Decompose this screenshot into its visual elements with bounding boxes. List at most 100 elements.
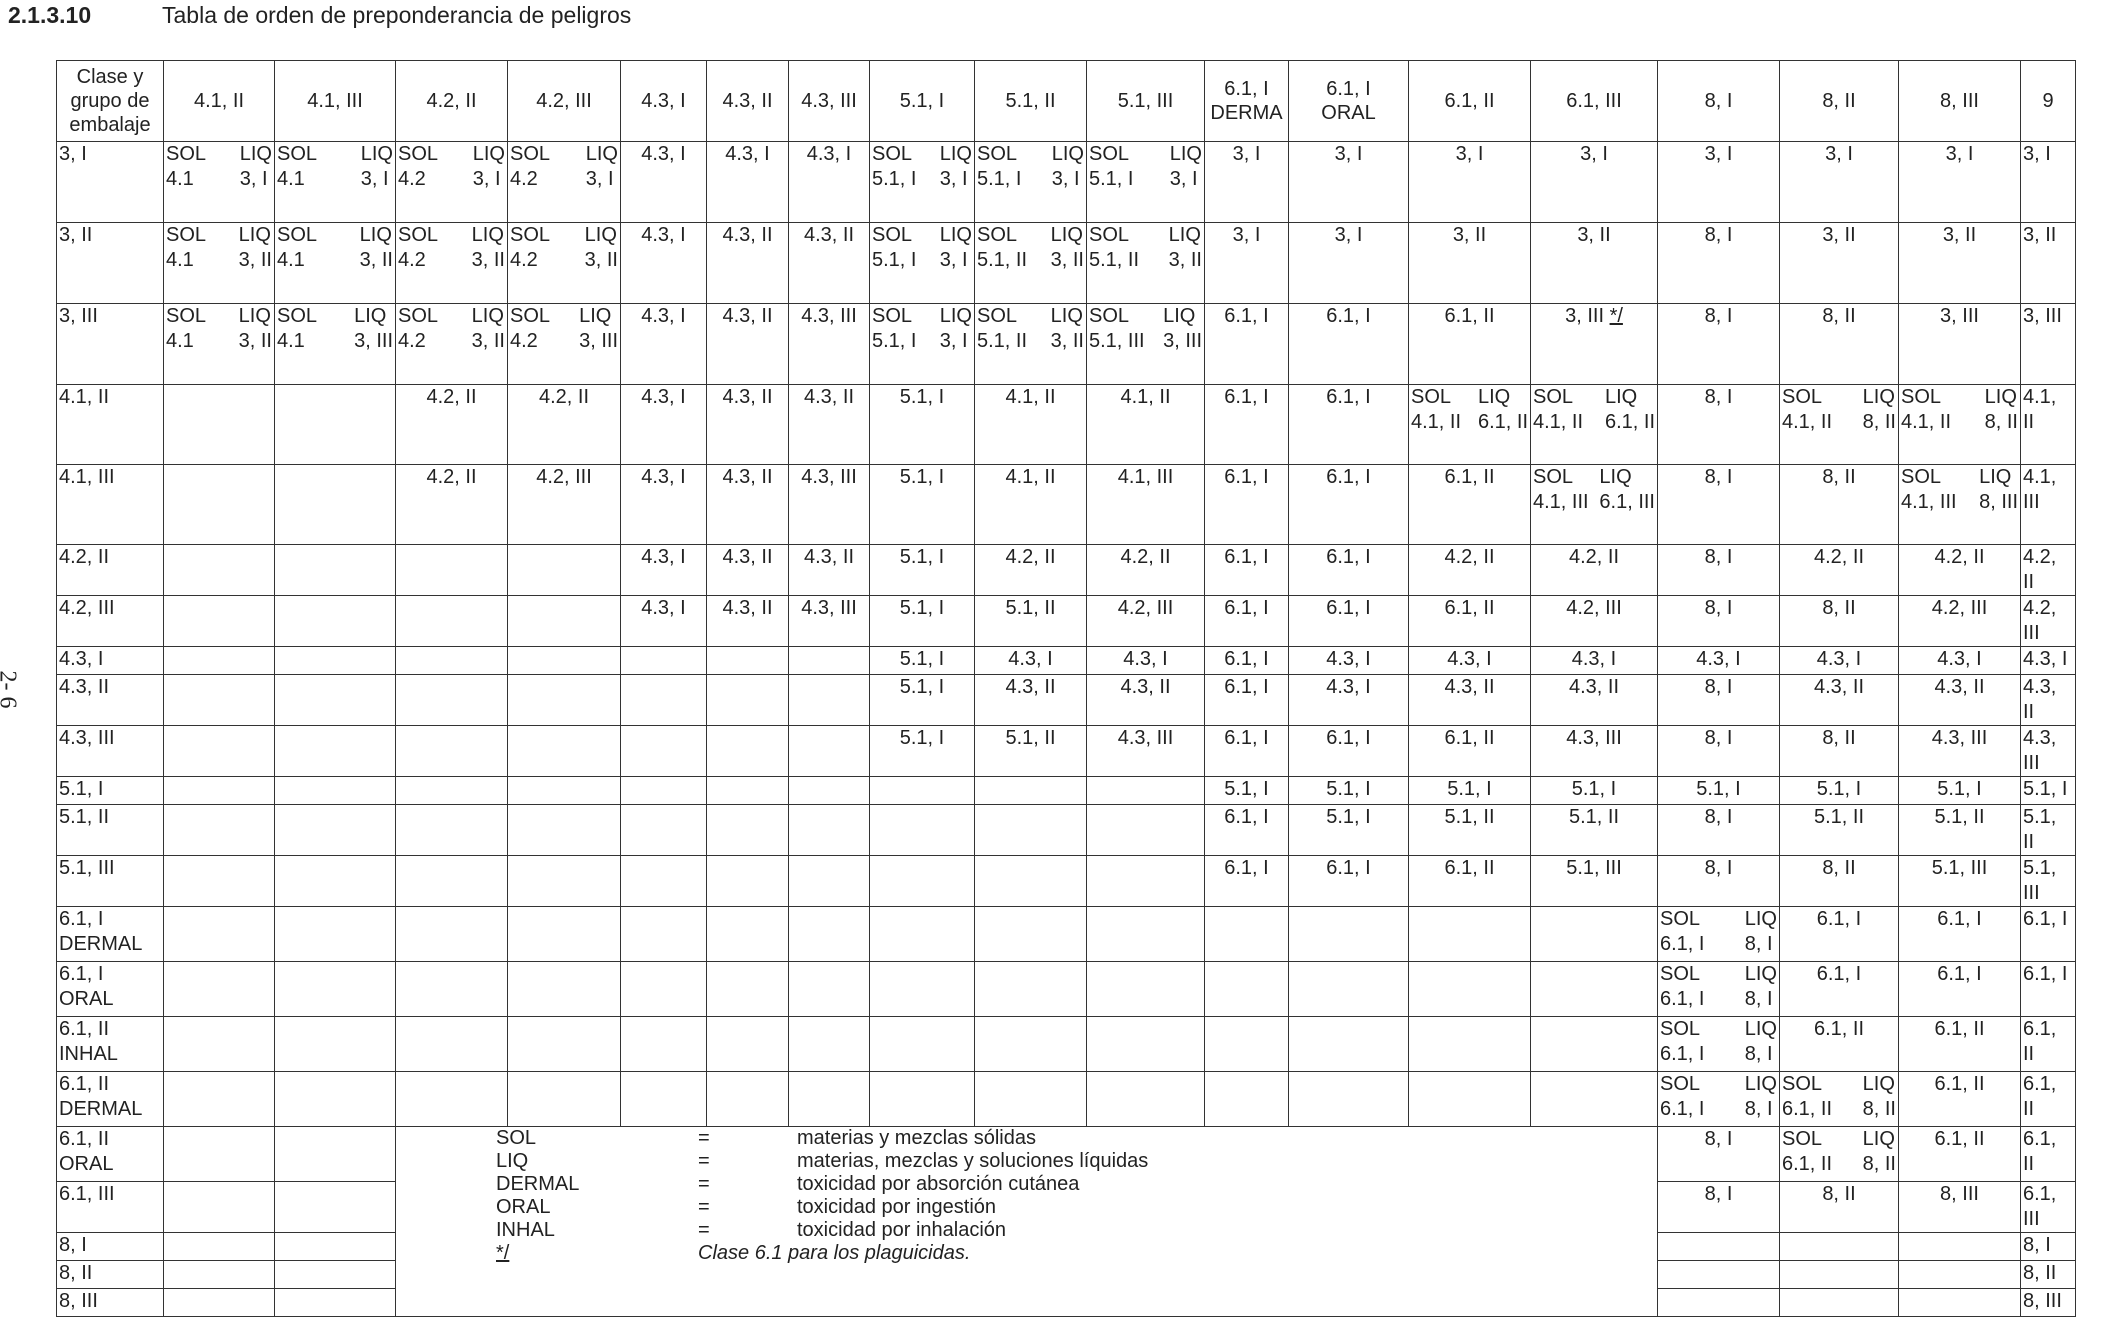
table-cell: 5.1, III	[2020, 855, 2076, 907]
empty-cell	[974, 804, 1087, 856]
empty-cell	[788, 674, 870, 726]
table-cell: 5.1, II	[974, 725, 1087, 777]
empty-cell	[1086, 961, 1205, 1017]
page: 2.1.3.10 Tabla de orden de preponderancia…	[0, 2, 2076, 1317]
table-cell: 6.1, III	[2020, 1181, 2076, 1233]
table-cell: 6.1, I	[1204, 725, 1289, 777]
empty-cell	[395, 595, 508, 647]
sol-label: SOL	[398, 143, 439, 165]
empty-cell	[274, 1288, 396, 1317]
sol-value: 5.1, II	[1089, 249, 1140, 271]
table-cell: 6.1, II	[1779, 1016, 1899, 1072]
column-header: 6.1, III	[1530, 60, 1658, 142]
sol-value: 4.2	[398, 168, 426, 190]
empty-cell	[395, 646, 508, 675]
table-cell: SOL LIQ 4.2 3, II	[395, 303, 508, 385]
table-cell: 6.1, I	[1204, 804, 1289, 856]
empty-cell	[620, 855, 707, 907]
liq-value: 3, I	[1051, 168, 1080, 190]
liq-label: LIQ	[360, 143, 393, 165]
table-cell: SOL LIQ 6.1, I 8, I	[1657, 1016, 1780, 1072]
column-header: 4.1, II	[163, 60, 275, 142]
table-cell: SOL LIQ 4.2 3, II	[395, 222, 508, 304]
sol-liq: SOL LIQ 4.1, II 6.1, II	[1533, 386, 1655, 436]
sol-value: 4.2	[510, 330, 538, 352]
table-cell: 5.1, I	[869, 595, 975, 647]
empty-cell	[869, 1016, 975, 1072]
table-cell: 4.2, II	[1530, 544, 1658, 596]
sol-liq: SOL LIQ 4.1, III 6.1, III	[1533, 466, 1655, 516]
liq-label: LIQ	[1599, 466, 1632, 488]
empty-cell	[395, 725, 508, 777]
column-header: 8, III	[1898, 60, 2021, 142]
table-cell: 6.1, I	[1204, 464, 1289, 545]
legend-separator: =	[698, 1173, 710, 1195]
empty-cell	[163, 1232, 275, 1261]
empty-cell	[163, 776, 275, 805]
table-cell: 4.3, I	[1408, 646, 1531, 675]
table-cell: SOL LIQ 4.1, II 8, II	[1898, 384, 2021, 465]
table-cell: 6.1, I	[1204, 646, 1289, 675]
table-row: 6.1, II ORAL SOL = materias y mezclas sólid…	[56, 1126, 2076, 1317]
empty-cell	[788, 725, 870, 777]
table-cell: 4.3, III	[1898, 725, 2021, 777]
empty-cell	[620, 961, 707, 1017]
table-cell: SOL LIQ 5.1, II 3, II	[974, 222, 1087, 304]
sol-label: SOL	[510, 305, 551, 327]
empty-cell	[706, 725, 789, 777]
empty-cell	[274, 1260, 396, 1289]
column-header: 5.1, II	[974, 60, 1087, 142]
row-header: 4.1, II	[56, 384, 164, 465]
legend-term: SOL	[496, 1127, 537, 1150]
sol-liq: SOL LIQ 6.1, II 8, II	[1782, 1073, 1896, 1123]
sol-value: 6.1, II	[1782, 1098, 1833, 1120]
empty-cell	[1779, 1232, 1899, 1261]
liq-value: 6.1, II	[1477, 411, 1528, 433]
table-cell: 4.3, I	[1288, 674, 1409, 726]
empty-cell	[274, 1016, 396, 1072]
liq-value: 3, III	[354, 330, 393, 352]
sol-liq: SOL LIQ 4.1 3, I	[277, 143, 393, 193]
table-row: 4.3, I 5.1, I 4.3, I 4.3, I 6.1, I 4.3, I 4.3,…	[56, 646, 2076, 675]
column-header: Clase y grupo de embalaje	[56, 60, 164, 142]
table-cell: SOL LIQ 5.1, I 3, I	[1086, 141, 1205, 223]
empty-cell	[788, 961, 870, 1017]
column-header: 4.2, III	[507, 60, 621, 142]
sol-label: SOL	[277, 143, 318, 165]
empty-cell	[1204, 906, 1289, 962]
empty-cell	[507, 1016, 621, 1072]
liq-value: 8, II	[1862, 1098, 1896, 1120]
table-cell: 6.1, I	[2020, 906, 2076, 962]
legend-term: INHAL	[496, 1219, 555, 1241]
sol-liq: SOL LIQ 4.2 3, II	[398, 305, 505, 355]
table-cell: 4.3, I	[706, 141, 789, 223]
row-header: 6.1, I ORAL	[56, 961, 164, 1017]
table-cell: SOL LIQ 4.1, II 6.1, II	[1408, 384, 1531, 465]
table-cell: SOL LIQ 4.2 3, I	[395, 141, 508, 223]
empty-cell	[788, 646, 870, 675]
table-cell: SOL LIQ 4.1, II 6.1, II	[1530, 384, 1658, 465]
empty-cell	[869, 1071, 975, 1127]
table-cell: 4.3, II	[1408, 674, 1531, 726]
empty-cell	[507, 906, 621, 962]
sol-liq: SOL LIQ 4.1 3, II	[166, 224, 272, 274]
table-cell: 3, II	[2020, 222, 2076, 304]
table-cell: SOL LIQ 4.2 3, I	[507, 141, 621, 223]
table-cell: 6.1, I	[1288, 855, 1409, 907]
column-header: 5.1, III	[1086, 60, 1205, 142]
empty-cell	[1898, 1260, 2021, 1289]
empty-cell	[1898, 1232, 2021, 1261]
liq-label: LIQ	[1163, 305, 1196, 327]
column-header: 4.2, II	[395, 60, 508, 142]
sol-label: SOL	[1901, 386, 1942, 408]
liq-value: 3, II	[238, 249, 272, 271]
empty-cell	[1086, 1071, 1205, 1127]
table-cell: 8, II	[1779, 855, 1899, 907]
sol-label: SOL	[872, 305, 913, 327]
table-cell: 4.3, III	[788, 595, 870, 647]
empty-cell	[706, 961, 789, 1017]
table-cell: 8, I	[1657, 1181, 1780, 1233]
sol-label: SOL	[166, 305, 207, 327]
sol-value: 6.1, I	[1660, 933, 1705, 955]
